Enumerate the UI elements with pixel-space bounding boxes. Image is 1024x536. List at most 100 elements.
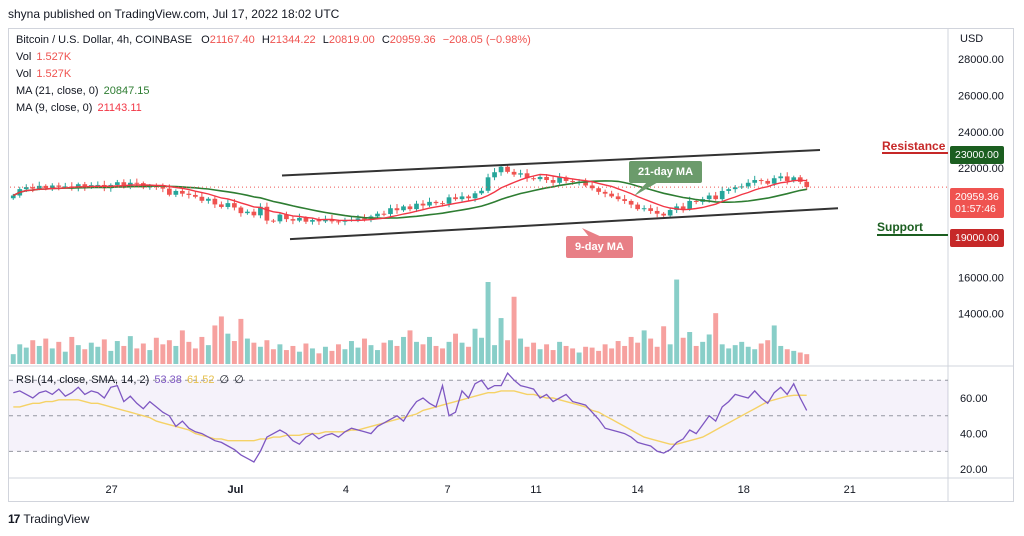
candle-body	[713, 195, 719, 200]
volume-bar	[335, 344, 341, 364]
support-underline	[877, 234, 948, 236]
candle-body	[134, 182, 140, 184]
candle-body	[635, 204, 640, 210]
ma9-callout: 9-day MA	[566, 236, 633, 258]
candle-body	[290, 219, 296, 221]
volume-bar	[797, 352, 803, 364]
candle-body	[258, 206, 263, 216]
candle-body	[232, 203, 237, 208]
legend-vol2-label: Vol	[16, 68, 32, 80]
candle-body	[401, 206, 406, 211]
volume-bar	[121, 345, 127, 364]
currency-label: USD	[960, 33, 984, 45]
candle-body	[739, 186, 745, 188]
volume-bar	[322, 346, 328, 364]
candle-body	[680, 206, 686, 210]
candle-body	[388, 208, 393, 215]
volume-bar	[609, 348, 615, 364]
rsi-tick-label: 40.00	[960, 429, 988, 441]
candle-body	[492, 172, 497, 178]
volume-bar	[251, 342, 257, 364]
volume-bar	[518, 338, 524, 364]
volume-bar	[700, 341, 706, 364]
volume-bar	[544, 344, 550, 364]
volume-bar	[498, 318, 504, 364]
volume-bar	[264, 340, 270, 364]
ma9-callout-pointer	[582, 228, 604, 238]
candle-body	[752, 180, 758, 183]
candle-body	[193, 194, 198, 197]
candle-body	[706, 195, 712, 200]
volume-bar	[596, 350, 602, 364]
volume-bar	[583, 346, 589, 364]
legend-rsi-value: 53.38	[154, 374, 182, 386]
volume-bar	[732, 345, 738, 364]
volume-bar	[446, 341, 452, 364]
volume-bar	[758, 343, 764, 364]
volume-bar	[218, 316, 224, 364]
candle-body	[212, 198, 218, 205]
candle-body	[420, 203, 426, 206]
candle-body	[563, 177, 569, 181]
legend-open: 21167.40	[209, 34, 255, 46]
channel-upper-line	[281, 149, 821, 177]
candle-body	[648, 208, 653, 211]
candle-body	[329, 219, 335, 222]
volume-bar	[257, 346, 263, 364]
ma21-line	[12, 180, 807, 220]
price-tick-label: 16000.00	[958, 272, 1004, 284]
volume-bar	[49, 348, 55, 364]
candle-body	[114, 182, 120, 185]
volume-bar	[108, 350, 114, 364]
volume-bar	[342, 349, 348, 364]
candle-body	[199, 196, 205, 201]
rsi-tick-label: 60.00	[960, 393, 988, 405]
volume-bar	[140, 343, 146, 364]
volume-bar	[557, 341, 563, 364]
volume-bar	[778, 345, 784, 364]
legend-rsi-x1: ∅	[219, 374, 230, 386]
ma21-callout: 21-day MA	[629, 161, 703, 183]
volume-bar	[134, 348, 140, 364]
rsi-tick-label: 20.00	[960, 464, 988, 476]
footer-brand-name: TradingView	[23, 512, 90, 526]
volume-bar	[505, 340, 511, 364]
candle-body	[23, 187, 29, 190]
last-price-tag: 20959.36 01:57:46	[950, 188, 1004, 218]
volume-bar	[479, 337, 485, 364]
volume-bar	[270, 349, 276, 364]
legend-ma9-label: MA (9, close, 0)	[16, 102, 93, 114]
candle-body	[661, 213, 666, 216]
volume-bar	[238, 318, 244, 364]
ma9-line	[12, 173, 807, 222]
volume-bar	[706, 334, 712, 364]
volume-bar	[492, 345, 498, 364]
volume-bar	[56, 341, 62, 364]
volume-bar	[101, 339, 107, 364]
candle-body	[336, 221, 341, 223]
volume-bar	[537, 349, 543, 364]
volume-bar	[784, 349, 790, 364]
price-tick-label: 22000.00	[958, 163, 1004, 175]
time-tick-label: 11	[530, 484, 541, 496]
volume-bar	[69, 336, 75, 364]
volume-bar	[453, 333, 458, 364]
volume-bar	[186, 341, 192, 364]
candle-body	[323, 219, 328, 222]
candle-body	[225, 203, 231, 207]
volume-bar	[88, 342, 94, 364]
candle-body	[206, 198, 211, 201]
volume-bar	[570, 348, 576, 364]
candle-body	[277, 214, 283, 222]
price-tick-label: 14000.00	[958, 309, 1004, 321]
volume-bar	[166, 340, 172, 364]
candle-body	[719, 190, 725, 200]
resistance-underline	[882, 152, 948, 154]
time-tick-label: 21	[844, 484, 856, 496]
rsi-line	[13, 371, 808, 463]
legend-close: 20959.36	[389, 34, 436, 46]
candle-body	[791, 177, 797, 181]
candle-body	[531, 178, 536, 180]
volume-bar	[602, 344, 608, 364]
